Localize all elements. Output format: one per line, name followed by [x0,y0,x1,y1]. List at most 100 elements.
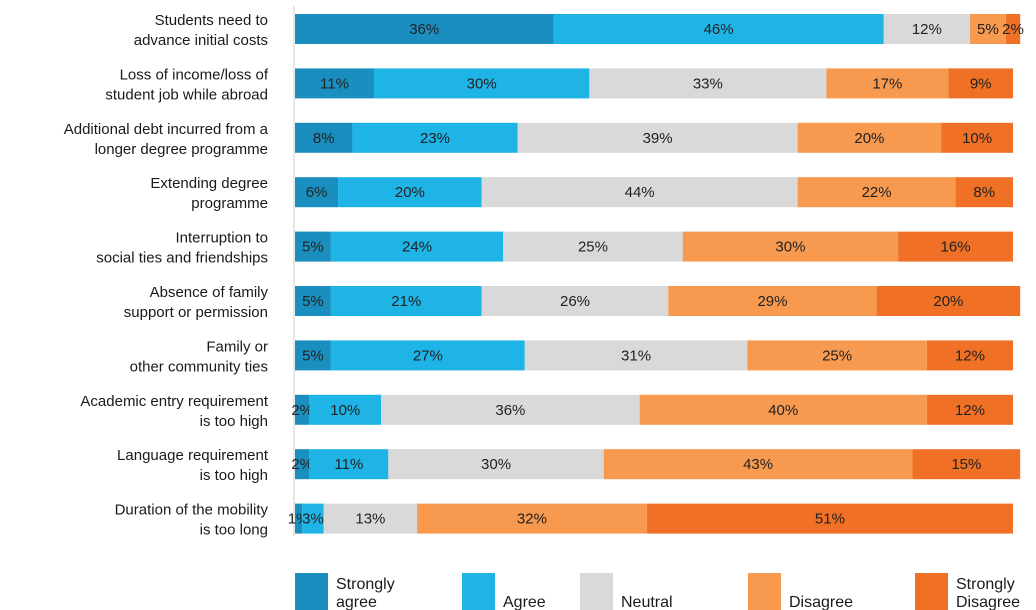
bar-segment [941,122,1013,153]
category-label: Students need to [155,12,268,29]
bar-segment [1005,14,1021,44]
category-label: student job while abroad [105,86,268,103]
bar-segment [926,394,1013,425]
data-label: 21% [391,293,421,310]
bar-segment [646,503,1013,534]
bar-segment [682,231,899,262]
category-label: advance initial costs [134,32,268,49]
data-label: 17% [872,75,902,92]
bar-segment [302,503,324,534]
data-label: 25% [822,347,852,364]
data-label: 15% [951,456,981,473]
data-label: 24% [402,239,432,256]
category-label: Additional debt incurred from a [64,121,269,138]
category-label: programme [191,195,268,212]
bars-group: 36% 46% 12% 5% 2%11% 30% 33% 17% 9%8% 23% 39% 20% 10… [288,14,1024,534]
data-label: 51% [815,511,845,528]
data-label: 20% [933,293,963,310]
bar-segment [373,68,590,99]
bar-segment [517,122,798,153]
bar-segment [323,503,418,534]
bar-segment [330,231,504,262]
category-label: Extending degree [150,175,268,192]
bar-segment [503,231,683,262]
data-label: 5% [302,347,324,364]
data-label: 43% [743,456,773,473]
bar-segment [797,177,956,208]
data-label: 27% [413,347,443,364]
category-label: other community ties [130,358,268,375]
category-label: is too high [200,467,268,484]
bar-segment [295,14,554,44]
bar-segment [603,449,913,480]
data-label: 30% [775,239,805,256]
category-label: Duration of the mobility [115,502,269,519]
category-label: longer degree programme [95,141,268,158]
bar-segment [926,340,1013,371]
legend-swatch [295,573,328,610]
data-label: 8% [313,130,335,147]
bar-segment [330,340,525,371]
bar-segment [417,503,647,534]
data-label: 22% [862,184,892,201]
data-label: 25% [578,239,608,256]
data-label: 29% [757,293,787,310]
bar-segment [481,286,669,316]
bar-segment [797,122,942,153]
bar-segment [295,231,331,262]
data-label: 36% [409,21,439,38]
bar-segment [883,14,970,44]
data-label: 46% [704,21,734,38]
category-label: Academic entry requirement [80,393,268,410]
data-label: 20% [854,130,884,147]
data-label: 8% [973,184,995,201]
data-label: 10% [330,402,360,419]
bar-segment [955,177,1013,208]
bar-segment [295,122,353,153]
category-labels: Students need to advance initial costs Los… [64,12,269,539]
bar-segment [826,68,949,99]
data-label: 5% [977,21,999,38]
bar-segment [948,68,1013,99]
legend-swatch [462,573,495,610]
data-label: 6% [306,184,328,201]
bar-segment [898,231,1013,262]
data-label: 44% [625,184,655,201]
bar-segment [553,14,884,44]
bar-segment [295,449,310,480]
bar-segment [524,340,748,371]
data-label: 12% [955,402,985,419]
data-label: 12% [955,347,985,364]
bar-segment [388,449,604,480]
bar-segment [969,14,1006,44]
category-label: is too high [200,413,268,430]
bar-segment [338,177,482,208]
bar-segment [639,394,927,425]
bar-segment [295,286,331,316]
data-label: 12% [912,21,942,38]
data-label: 20% [395,184,425,201]
bar-segment [309,394,382,425]
data-label: 2% [291,456,313,473]
category-label: social ties and friendships [96,250,268,267]
category-label: is too long [200,522,268,539]
data-label: 16% [941,239,971,256]
category-label: Interruption to [175,230,268,247]
data-label: 11% [320,75,349,92]
bar-segment [295,394,310,425]
bar-segment [330,286,482,316]
data-label: 5% [302,239,324,256]
legend-label: Agree [503,594,546,610]
legend-swatch [580,573,613,610]
legend-label: Disagree [956,594,1020,610]
bar-segment [912,449,1021,480]
category-label: Family or [206,338,268,355]
data-label: 33% [693,75,723,92]
legend-label: Neutral [621,594,673,610]
bar-segment [295,503,303,534]
bar-segment [295,177,339,208]
data-label: 31% [621,347,651,364]
bar-segment [295,340,331,371]
